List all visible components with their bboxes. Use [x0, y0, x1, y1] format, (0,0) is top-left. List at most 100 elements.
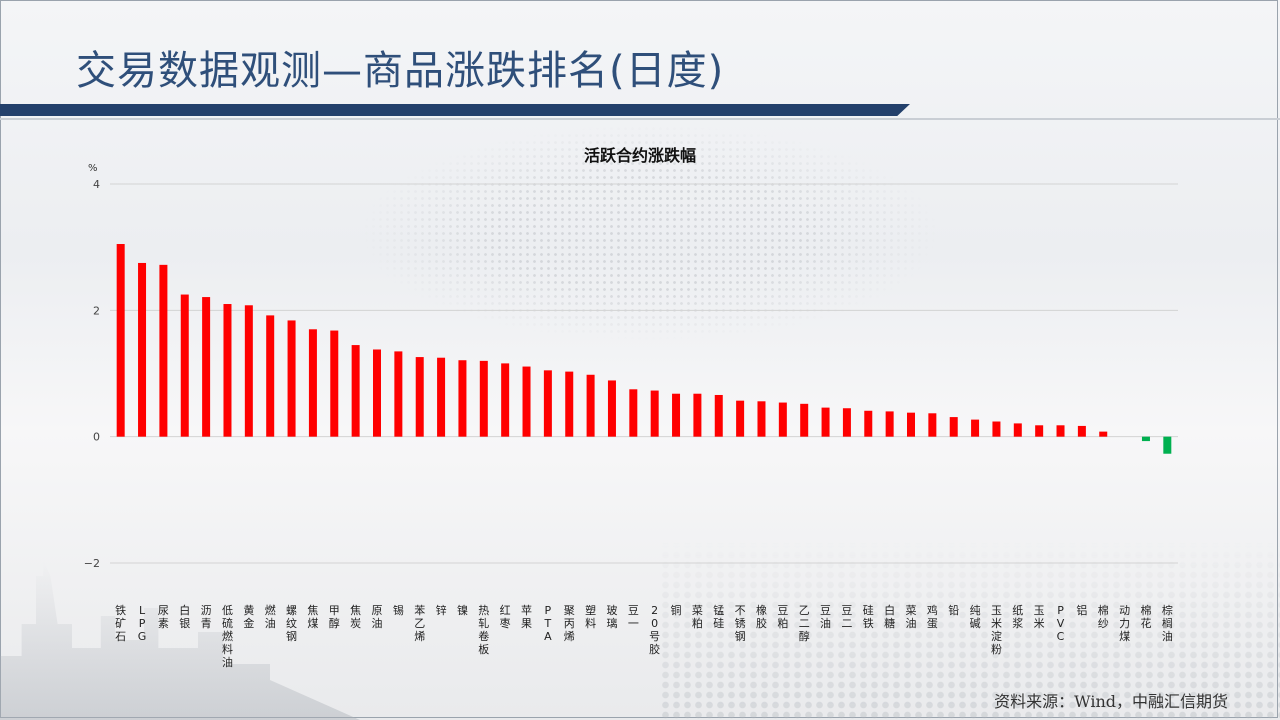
bar: [1013, 423, 1022, 437]
x-tick-label: 棉纱: [1098, 603, 1109, 630]
x-tick-label: 豆二: [841, 604, 852, 630]
page-title: 交易数据观测—商品涨跌排名(日度): [76, 48, 725, 94]
x-tick-label: 塑料: [585, 603, 596, 630]
x-tick-label: 玉米淀粉: [991, 604, 1002, 656]
bar: [586, 374, 595, 437]
x-tick-label: 锰硅: [713, 603, 724, 630]
source-note: 资料来源：Wind，中融汇信期货: [994, 692, 1228, 711]
x-tick-label: 螺纹钢: [286, 604, 297, 643]
bar: [757, 401, 766, 437]
x-tick-label: 白银: [179, 603, 190, 630]
x-tick-label: 镍: [457, 603, 468, 617]
bar: [159, 264, 168, 437]
x-tick-label: 白糖: [884, 603, 895, 630]
bar: [458, 360, 467, 437]
bar: [1163, 436, 1172, 454]
x-tick-label: 玉米: [1034, 604, 1045, 630]
x-tick-label: 玻璃: [606, 604, 617, 630]
bar: [864, 410, 873, 437]
x-tick-label: 硅铁: [863, 604, 874, 630]
bar: [1141, 436, 1150, 442]
bar: [1077, 425, 1086, 437]
bar: [992, 421, 1001, 437]
bar: [650, 390, 659, 437]
x-tick-label: 纯碱: [970, 604, 981, 630]
bar: [842, 408, 851, 437]
bar: [330, 330, 339, 437]
bar: [351, 345, 360, 437]
x-tick-label: 纸浆: [1012, 604, 1023, 630]
bar: [287, 320, 296, 437]
x-tick-label: 铅: [948, 603, 959, 617]
bar: [244, 305, 253, 437]
x-tick-label: 不锈钢: [735, 604, 746, 643]
x-tick-label: 棕榈油: [1162, 603, 1173, 643]
bar: [928, 413, 937, 437]
x-tick-label: 豆油: [820, 604, 831, 630]
bar: [672, 393, 681, 437]
bar: [180, 294, 189, 437]
x-tick-label: 铁矿石: [115, 604, 126, 643]
x-tick-label: 尿素: [158, 604, 169, 630]
bar: [607, 380, 616, 437]
x-tick-label: 棉花: [1140, 603, 1151, 630]
x-tick-label: 苹果: [521, 603, 532, 630]
bar: [949, 417, 958, 437]
bar: [543, 370, 552, 437]
bar: [1099, 431, 1108, 437]
bar: [266, 315, 275, 437]
x-tick-label: 聚丙烯: [564, 604, 575, 643]
x-tick-label: 铝: [1076, 603, 1087, 617]
chart-title: 活跃合约涨跌幅: [583, 146, 696, 165]
bar: [479, 360, 488, 437]
title-underline-shadow: [0, 118, 1280, 120]
x-tick-label: 鸡蛋: [927, 603, 938, 630]
bar: [565, 371, 574, 437]
x-tick-label: 低硫燃料油: [222, 604, 233, 669]
world-map-decoration: [300, 125, 1000, 365]
x-tick-label: 动力煤: [1119, 604, 1130, 643]
bar: [971, 419, 980, 437]
bar: [736, 400, 745, 437]
bar: [885, 411, 894, 437]
bar: [629, 389, 638, 437]
x-tick-label: 苯乙烯: [414, 603, 425, 643]
bar: [907, 412, 915, 437]
bar: [522, 366, 531, 437]
x-tick-label: 原油: [372, 604, 383, 630]
bar: [778, 402, 787, 437]
x-tick-label: 菜粕: [692, 604, 703, 630]
bar: [1056, 425, 1065, 437]
x-tick-label: 红枣: [500, 604, 511, 630]
x-tick-label: 沥青: [201, 604, 212, 630]
bar: [714, 394, 723, 437]
bar: [394, 351, 403, 437]
bar: [437, 357, 446, 437]
bar: [415, 357, 424, 437]
x-tick-label: 豆一: [628, 604, 639, 630]
bar: [501, 363, 510, 437]
bar: [1035, 425, 1044, 437]
x-tick-label: 豆粕: [777, 604, 788, 630]
x-tick-label: 燃油: [265, 603, 276, 630]
x-tick-label: 黄金: [243, 603, 254, 630]
bar: [693, 393, 702, 437]
bar: [223, 304, 232, 437]
y-tick-label: 2: [93, 304, 100, 317]
bar: [202, 297, 211, 437]
x-tick-label: 甲醇: [329, 604, 340, 630]
title-underline-bar: [0, 104, 910, 116]
y-tick-label: −2: [84, 557, 100, 570]
x-tick-label: 2 0 号胶: [649, 604, 660, 656]
bar: [308, 329, 317, 437]
x-tick-label: 焦炭: [350, 604, 361, 630]
bar: [138, 262, 147, 437]
x-tick-label: 菜油: [906, 604, 917, 630]
x-tick-label: 橡胶: [756, 604, 767, 630]
bar: [821, 407, 830, 437]
